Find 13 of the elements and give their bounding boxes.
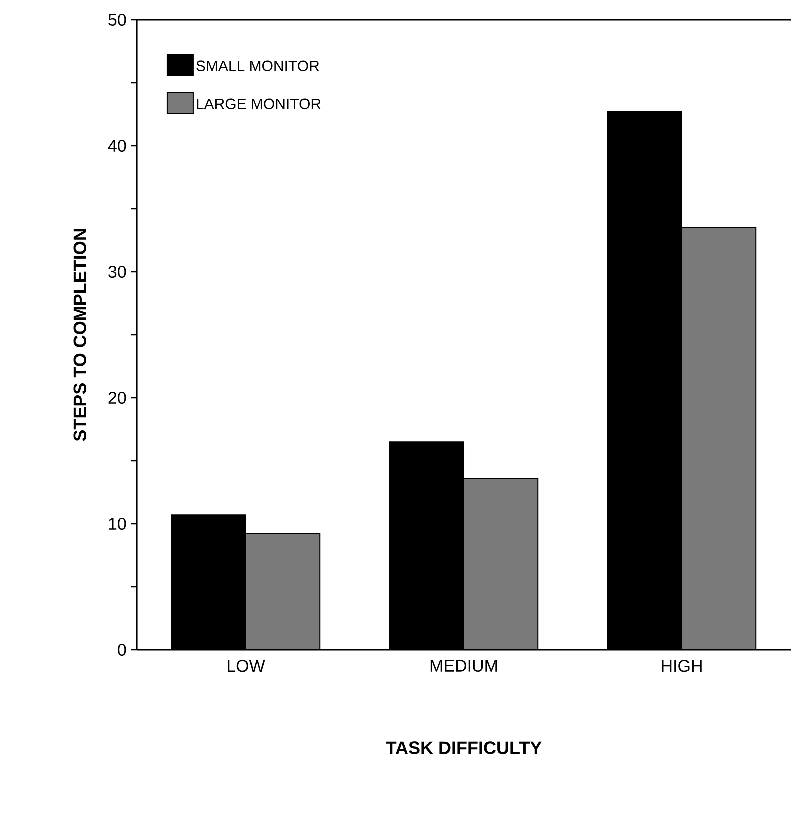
x-tick-label: LOW [228,660,266,672]
x-tick-label: MEDIUM [430,660,498,672]
x-axis-title: TASK DIFFICULTY [386,742,542,754]
x-tick-label: HIGH [662,660,702,672]
legend-label: LARGE MONITOR [197,98,321,110]
y-tick-label: 20 [108,392,126,404]
y-tick-label: 30 [108,266,126,278]
y-axis-title: STEPS TO COMPLETION [74,229,86,442]
y-tick-label: 40 [108,140,126,152]
y-tick-label: 10 [109,518,126,530]
y-tick-label: 0 [118,644,126,656]
legend-label: SMALL MONITOR [196,60,320,72]
y-tick-label: 50 [108,14,126,26]
